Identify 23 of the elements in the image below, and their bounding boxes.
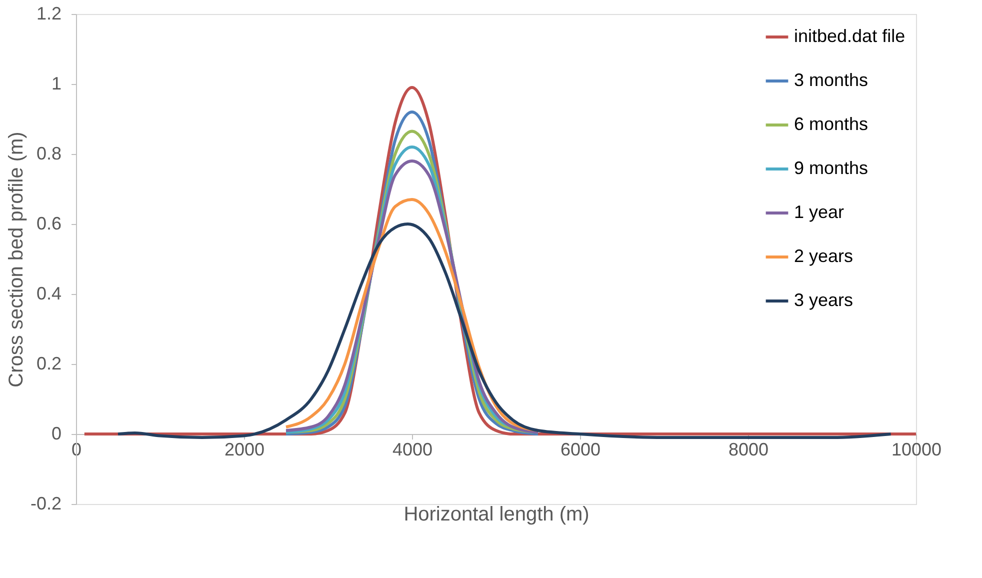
legend-label: 2 years — [794, 246, 854, 266]
x-tick-label: 4000 — [392, 440, 433, 460]
y-tick-label: 0 — [51, 424, 62, 444]
x-tick-label: 6000 — [560, 440, 601, 460]
x-tick-label: 8000 — [728, 440, 769, 460]
legend-label: 3 years — [794, 290, 854, 310]
legend-label: 1 year — [794, 202, 844, 222]
y-tick-label: 0.8 — [36, 144, 62, 164]
y-tick-label: -0.2 — [30, 494, 62, 514]
legend-label: 6 months — [794, 114, 868, 134]
y-tick-label: 0.4 — [36, 284, 62, 304]
x-axis-title: Horizontal length (m) — [404, 504, 590, 526]
y-tick-label: 1 — [51, 74, 62, 94]
x-tick-label: 2000 — [224, 440, 265, 460]
y-tick-label: 0.6 — [36, 214, 62, 234]
legend-label: initbed.dat file — [794, 26, 906, 46]
y-axis-title: Cross section bed profile (m) — [5, 132, 28, 388]
line-series — [116, 222, 892, 439]
legend-label: 9 months — [794, 158, 868, 178]
y-tick-label: 1.2 — [36, 4, 62, 24]
y-tick-label: 0.2 — [36, 354, 62, 374]
x-tick-label: 10000 — [891, 440, 942, 460]
legend-label: 3 months — [794, 70, 868, 90]
